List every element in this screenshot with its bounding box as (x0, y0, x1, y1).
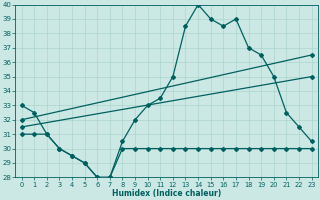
X-axis label: Humidex (Indice chaleur): Humidex (Indice chaleur) (112, 189, 221, 198)
